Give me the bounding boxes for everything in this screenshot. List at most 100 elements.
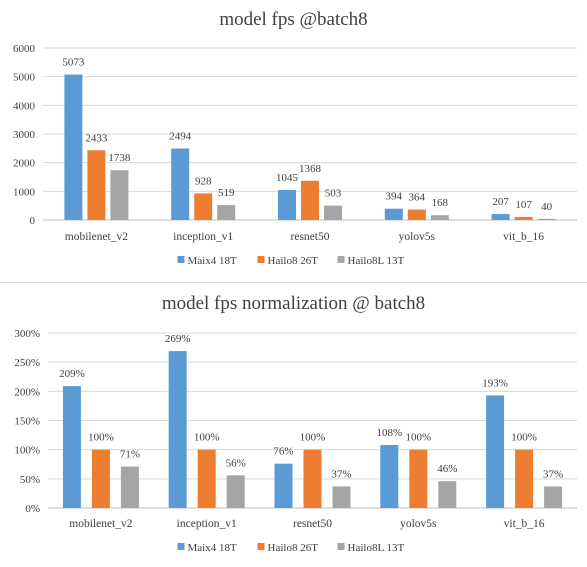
bar-mobilenet-v2-hailo8-26t [87, 150, 106, 220]
data-label: 519 [218, 187, 235, 199]
data-label: 56% [226, 457, 246, 469]
legend-swatch-maix4-18t [177, 543, 185, 550]
x-category-label: resnet50 [291, 231, 330, 243]
legend-label: Hailo8L 13T [348, 255, 405, 267]
bar-yolov5s-maix4-18t [380, 445, 399, 508]
x-category-label: mobilenet_v2 [69, 518, 132, 530]
fps-chart-panel: model fps @batch8 0 1000 2000 3000 4000 5000 60… [0, 0, 587, 283]
y-tick-label: 150% [14, 416, 40, 428]
data-label: 2494 [169, 131, 192, 143]
legend-label: Hailo8L 13T [348, 542, 405, 554]
x-category-label: inception_v1 [177, 518, 237, 530]
bar-vit-b-16-hailo8-26t [515, 449, 534, 508]
data-label: 107 [515, 199, 532, 211]
data-label: 168 [432, 197, 449, 209]
chart-divider [0, 282, 587, 283]
normalized-chart-panel: model fps normalization @ batch8 0% 50% 100… [0, 283, 587, 567]
y-tick-label: 4000 [13, 100, 36, 112]
data-label: 209% [59, 368, 85, 380]
bar-yolov5s-hailo8l-13t [438, 481, 457, 508]
data-label: 37% [331, 468, 351, 480]
bar-resnet50-hailo8l-13t [324, 205, 342, 220]
data-label: 108% [376, 427, 402, 439]
bar-yolov5s-hailo8-26t [409, 449, 428, 508]
bar-yolov5s-hailo8l-13t [430, 215, 449, 220]
data-label: 100% [194, 432, 220, 444]
y-tick-label: 100% [14, 445, 40, 457]
bar-vit-b-16-hailo8-26t [514, 216, 533, 220]
bar-yolov5s-maix4-18t [384, 208, 403, 220]
bar-vit-b-16-hailo8l-13t [537, 218, 556, 220]
y-tick-label: 2000 [13, 158, 36, 170]
data-label: 100% [405, 432, 431, 444]
data-label: 2433 [85, 132, 108, 144]
data-label: 40 [541, 201, 553, 213]
data-label: 71% [120, 449, 140, 461]
data-label: 100% [300, 432, 326, 444]
bar-inception-v1-maix4-18t [171, 148, 190, 220]
x-category-label: inception_v1 [173, 231, 233, 243]
bar-yolov5s-hailo8-26t [407, 209, 426, 220]
data-label: 1368 [299, 163, 322, 175]
bar-mobilenet-v2-maix4-18t [64, 74, 83, 220]
bar-resnet50-hailo8l-13t [332, 486, 351, 508]
normalized-bar-chart: model fps normalization @ batch8 0% 50% 100… [14, 293, 577, 554]
x-category-label: vit_b_16 [504, 518, 545, 530]
bar-mobilenet-v2-hailo8l-13t [120, 466, 139, 508]
legend-swatch-hailo8l-13t [337, 543, 345, 550]
legend-swatch-hailo8l-13t [337, 256, 345, 263]
legend-swatch-hailo8-26t [257, 543, 265, 550]
data-label: 46% [437, 463, 457, 475]
data-label: 928 [195, 175, 212, 187]
bar-vit-b-16-maix4-18t [491, 214, 510, 220]
x-category-label: mobilenet_v2 [65, 231, 128, 243]
bar-vit-b-16-hailo8l-13t [544, 486, 563, 508]
data-label: 207 [492, 196, 509, 208]
bar-mobilenet-v2-hailo8l-13t [110, 170, 129, 220]
data-label: 1738 [108, 152, 131, 164]
legend-label: Hailo8 26T [268, 542, 319, 554]
bar-vit-b-16-maix4-18t [486, 395, 505, 508]
bar-inception-v1-hailo8-26t [197, 449, 216, 508]
bar-mobilenet-v2-maix4-18t [62, 386, 81, 508]
bar-inception-v1-hailo8l-13t [217, 205, 236, 220]
data-label: 100% [511, 432, 537, 444]
bar-resnet50-hailo8-26t [303, 449, 322, 508]
x-category-label: vit_b_16 [503, 231, 544, 243]
y-tick-label: 1000 [13, 186, 36, 198]
data-label: 1045 [276, 172, 299, 184]
bar-resnet50-maix4-18t [274, 463, 293, 508]
bar-resnet50-hailo8-26t [301, 180, 319, 220]
data-label: 394 [386, 191, 403, 203]
x-category-label: resnet50 [293, 518, 332, 530]
y-tick-label: 200% [14, 386, 40, 398]
data-label: 100% [88, 432, 114, 444]
legend: Maix4 18T Hailo8 26T Hailo8L 13T [177, 542, 405, 554]
x-category-label: yolov5s [400, 518, 437, 530]
legend-swatch-hailo8-26t [257, 256, 265, 263]
bar-inception-v1-hailo8l-13t [226, 475, 245, 508]
x-category-label: yolov5s [399, 231, 436, 243]
fps-bar-chart: model fps @batch8 0 1000 2000 3000 4000 5000 60… [13, 9, 577, 267]
y-tick-label: 0 [30, 215, 36, 227]
legend-label: Maix4 18T [188, 542, 237, 554]
y-tick-label: 5000 [13, 72, 36, 84]
data-label: 364 [409, 192, 426, 204]
data-label: 5073 [62, 57, 85, 69]
chart-title: model fps normalization @ batch8 [162, 293, 425, 314]
bar-inception-v1-hailo8-26t [194, 193, 213, 220]
y-tick-label: 50% [20, 474, 40, 486]
y-tick-label: 0% [25, 503, 40, 515]
y-gridlines [43, 47, 577, 221]
y-tick-label: 3000 [13, 129, 36, 141]
bar-mobilenet-v2-hailo8-26t [91, 449, 110, 508]
bar-inception-v1-maix4-18t [168, 351, 187, 508]
legend-label: Maix4 18T [188, 255, 237, 267]
legend-label: Hailo8 26T [268, 255, 319, 267]
y-tick-label: 250% [14, 357, 40, 369]
bar-resnet50-maix4-18t [278, 190, 296, 220]
legend: Maix4 18T Hailo8 26T Hailo8L 13T [177, 255, 405, 267]
y-tick-label: 6000 [13, 43, 36, 55]
data-label: 269% [165, 333, 191, 345]
chart-title: model fps @batch8 [219, 9, 367, 30]
